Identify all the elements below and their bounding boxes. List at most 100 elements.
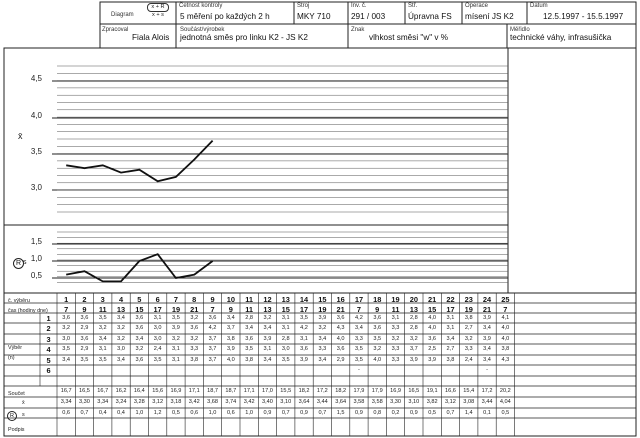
measurement-cell: 3,9 (226, 346, 235, 353)
sum-cell: 16,6 (445, 388, 456, 394)
zpracoval-value: Fiala Alois (132, 33, 170, 42)
measurement-cell: 3,1 (98, 346, 107, 353)
znak-value: vlhkost směsi "w" v % (369, 33, 449, 42)
measurement-cell: 3,4 (318, 356, 327, 363)
s-row-label: s (22, 412, 25, 418)
measurement-cell: 3,6 (373, 325, 382, 332)
row-number: 1 (46, 314, 51, 323)
soucast-label: Součást/výrobek (180, 27, 225, 33)
measurement-cell: 3,1 (281, 325, 290, 332)
xbar-row-label: x̄ (22, 400, 25, 406)
time-value: 17 (153, 305, 162, 314)
measurement-cell: 3,0 (281, 346, 290, 353)
time-value: 19 (318, 305, 327, 314)
measurement-cell: 3,9 (483, 315, 491, 321)
rs-cell: 0,5 (172, 410, 180, 416)
time-value: 13 (409, 305, 418, 314)
xbar-axis-label: x̄ (18, 131, 23, 141)
time-value: 21 (482, 305, 492, 314)
measurement-cell: 3,1 (172, 346, 180, 353)
stroj-value: MKY 710 (297, 12, 331, 21)
measurement-cell: 3,0 (153, 325, 162, 332)
time-value: 9 (375, 305, 380, 314)
xbar-cell: 4,04 (499, 399, 511, 405)
cetnost-value: 5 měření po každých 2 h (180, 12, 270, 21)
rs-cell: 1,4 (464, 410, 473, 416)
time-value: 7 (503, 305, 508, 314)
time-value: 13 (263, 305, 272, 314)
sum-cell: 16,5 (79, 388, 90, 394)
measurement-cell: 2,5 (428, 346, 437, 353)
xbar-cell: 3,64 (335, 399, 347, 405)
measurement-cell: 3,5 (153, 356, 162, 363)
row-number: 4 (46, 345, 51, 355)
subgroup-number: 12 (263, 295, 272, 304)
measurement-cell: 3,3 (190, 346, 199, 353)
measurement-cell: 4,0 (226, 356, 235, 363)
measurement-cell: 3,1 (172, 356, 180, 363)
measurement-cell: 3,6 (300, 346, 308, 353)
measurement-cell: 3,4 (117, 315, 125, 321)
xbar-cell: 3,30 (79, 399, 90, 405)
sum-cell: 17,9 (353, 388, 365, 394)
measurement-cell: 3,3 (318, 346, 327, 353)
measurement-cell: 3,1 (281, 315, 290, 321)
time-value: 11 (245, 305, 254, 314)
measurement-cell: 3,5 (98, 356, 107, 363)
rs-cell: 0,4 (117, 410, 125, 416)
row-number: 3 (46, 334, 51, 344)
xbar-cell: 3,74 (225, 399, 237, 405)
r-circle-label: R (13, 258, 24, 269)
xbar-cell: 3,34 (60, 399, 72, 405)
measurement-cell: 3,9 (263, 335, 272, 342)
time-value: 7 (210, 305, 215, 314)
meridlo-value: technické váhy, infrasušička (510, 33, 612, 42)
rs-cell: 1,2 (153, 410, 162, 416)
time-value: 7 (64, 305, 69, 314)
subgroup-number: 9 (210, 295, 215, 304)
sum-cell: 16,9 (170, 388, 182, 394)
measurement-cell: 4,0 (428, 325, 437, 332)
sum-cell: 15,4 (463, 388, 475, 394)
time-value: 11 (391, 305, 400, 314)
rs-cell: 0,7 (318, 410, 327, 416)
sum-cell: 15,6 (152, 388, 164, 394)
rs-cell: 0,8 (373, 410, 382, 416)
measurement-cell: 3,8 (446, 356, 455, 363)
measurement-cell: 3,4 (135, 335, 144, 342)
measurement-cell: 2,8 (409, 325, 418, 332)
rs-cell: 1,0 (245, 410, 254, 416)
datum-value: 12.5.1997 - 15.5.1997 (543, 12, 624, 21)
xbar-tick-label: 3,5 (30, 147, 42, 156)
measurement-cell: 3,8 (190, 356, 199, 363)
measurement-cell: 4,0 (428, 315, 437, 321)
r-series-line (66, 253, 214, 283)
sum-cell: 18,2 (298, 388, 310, 394)
subgroup-number: 7 (173, 295, 178, 304)
stroj-label: Stroj (297, 3, 310, 9)
row-number: 2 (46, 324, 51, 334)
sum-cell: 16,7 (97, 388, 109, 394)
subgroup-number: 20 (409, 295, 418, 304)
time-value: 9 (82, 305, 87, 314)
rs-cell: 0,6 (190, 410, 199, 416)
measurement-cell: 3,9 (428, 356, 437, 363)
measurement-cell: 3,7 (409, 346, 418, 353)
measurement-cell: 3,6 (80, 315, 89, 321)
measurement-cell: 3,2 (62, 325, 71, 332)
sum-cell: 15,5 (280, 388, 292, 394)
measurement-cell: 4,0 (501, 335, 510, 342)
measurement-cell: 2,8 (281, 335, 290, 342)
measurement-cell: 3,2 (409, 335, 418, 342)
subgroup-number: 24 (482, 295, 492, 304)
diagram-label: Diagram (111, 12, 134, 18)
rs-cell: 0,1 (483, 410, 491, 416)
measurement-cell: 3,4 (483, 346, 491, 353)
measurement-cell: 3,5 (373, 335, 382, 342)
measurement-cell: 3,4 (483, 325, 491, 332)
measurement-cell: 3,6 (208, 315, 217, 321)
measurement-cell: 3,1 (263, 346, 272, 353)
subgroup-number: 15 (318, 295, 327, 304)
rs-cell: 0,7 (446, 410, 455, 416)
measurement-cell: 3,4 (226, 315, 235, 321)
